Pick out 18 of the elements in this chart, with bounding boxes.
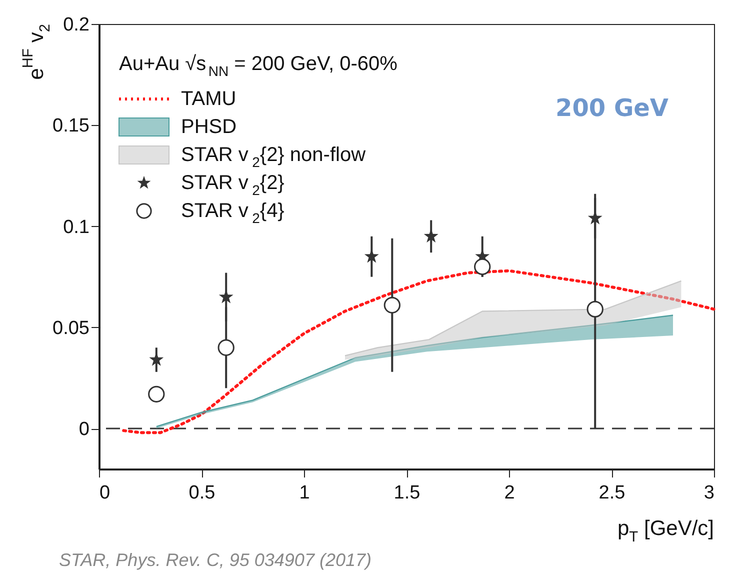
x-tick-label: 1.5 [394, 482, 420, 504]
annotation: 200 GeV [555, 94, 669, 122]
x-tick-label: 2.5 [598, 482, 626, 504]
line-series [122, 269, 716, 434]
legend-label: TAMU [181, 88, 236, 110]
x-tick-label: 0.5 [188, 482, 216, 504]
y-axis-title: eHF v2 [20, 24, 54, 80]
text: STAR, Phys. Rev. C, 95 034907 (2017) [59, 550, 372, 570]
y-tick-label: 0.05 [52, 318, 90, 339]
x-tick-label: 0 [100, 482, 110, 504]
y-tick-label: 0.1 [63, 216, 90, 238]
y-tick-label: 0.15 [52, 116, 90, 137]
x-tick-label: 1 [299, 482, 310, 504]
y-tick-label: 0.2 [63, 14, 90, 36]
y-tick-label: 0 [78, 419, 90, 440]
x-tick-label: 2 [504, 482, 515, 504]
legend-label: PHSD [181, 116, 237, 138]
x-tick-label: 3 [704, 482, 714, 504]
